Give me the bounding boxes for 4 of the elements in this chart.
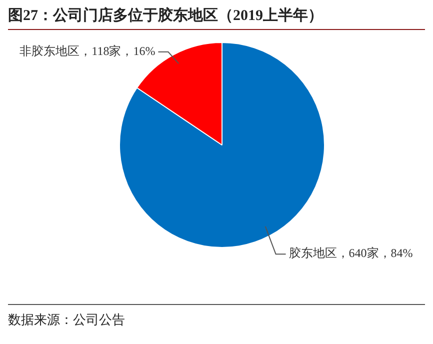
slice-label: 胶东地区，640家，84%	[288, 246, 413, 260]
source-note: 数据来源：公司公告	[8, 304, 425, 329]
slice-label: 非胶东地区，118家，16%	[20, 44, 156, 58]
chart-title: 图27：公司门店多位于胶东地区（2019上半年）	[8, 6, 425, 30]
